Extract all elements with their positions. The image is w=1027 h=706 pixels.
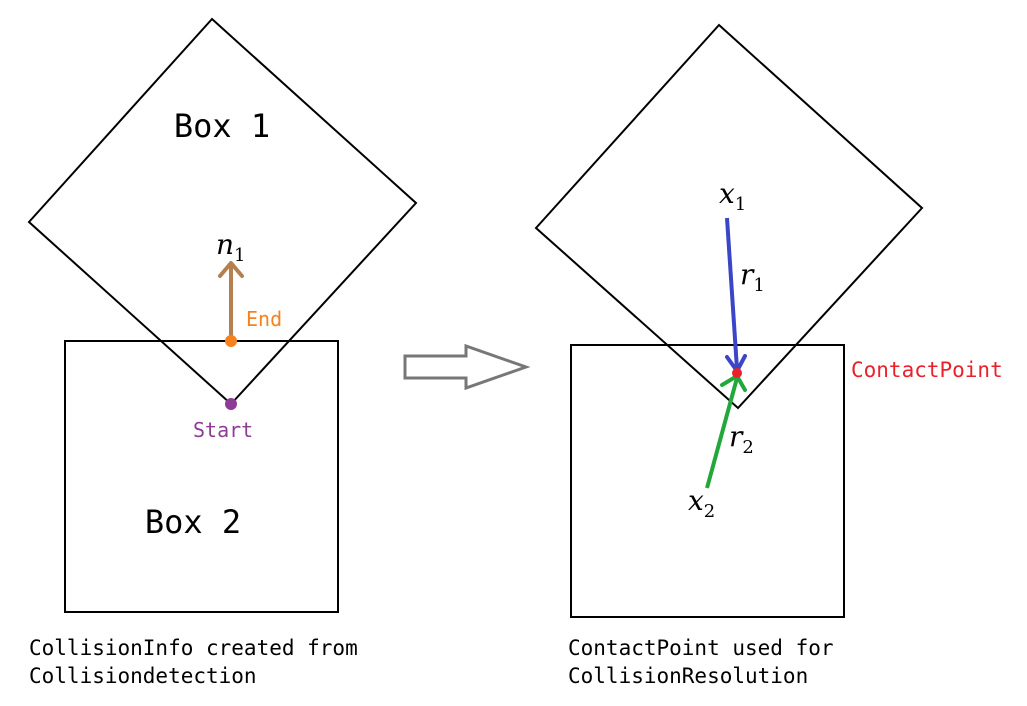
box2-label: Box 2 (145, 503, 241, 541)
r1-symbol: r (740, 258, 755, 291)
right-caption-line2: CollisionResolution (568, 664, 809, 688)
left-caption-line1: CollisionInfo created from (29, 636, 358, 660)
contact-point (732, 368, 742, 378)
x2-label: x2 (688, 484, 715, 522)
r2-label: r2 (729, 420, 754, 458)
normal-arrow-head (218, 261, 244, 278)
r1-subscript: 1 (753, 275, 764, 296)
r2-symbol: r (729, 420, 744, 453)
end-label: End (246, 307, 282, 331)
x1-subscript: 1 (735, 194, 746, 215)
x2-symbol: x (688, 484, 704, 517)
normal-label: n1 (216, 228, 246, 266)
right-panel: x1 r1 r2 x2 ContactPoint (534, 23, 1003, 618)
start-label: Start (193, 418, 253, 442)
r2-arrow-shaft (705, 377, 739, 489)
left-caption-line2: Collisiondetection (29, 664, 257, 688)
x2-subscript: 2 (704, 501, 715, 522)
right-caption: ContactPoint used for CollisionResolutio… (568, 634, 834, 690)
contact-label: ContactPoint (851, 358, 1003, 382)
transition-arrow (403, 343, 531, 391)
box2-right-outline (570, 344, 845, 618)
r2-subscript: 2 (742, 437, 753, 458)
start-point (225, 398, 237, 410)
x1-label: x1 (719, 177, 746, 215)
r1-label: r1 (740, 258, 765, 296)
box1-label: Box 1 (174, 107, 270, 145)
r1-arrow-shaft (725, 217, 739, 370)
left-caption: CollisionInfo created from Collisiondete… (29, 634, 358, 690)
right-caption-line1: ContactPoint used for (568, 636, 834, 660)
box1-left-outline (27, 17, 418, 406)
left-panel: Box 1 Box 2 n1 End Start (27, 17, 418, 613)
box1-right-outline (534, 23, 924, 410)
end-point (225, 335, 237, 347)
box2-left-outline (64, 340, 339, 613)
normal-symbol: n (216, 228, 234, 261)
x1-symbol: x (719, 177, 735, 210)
normal-subscript: 1 (234, 245, 245, 266)
